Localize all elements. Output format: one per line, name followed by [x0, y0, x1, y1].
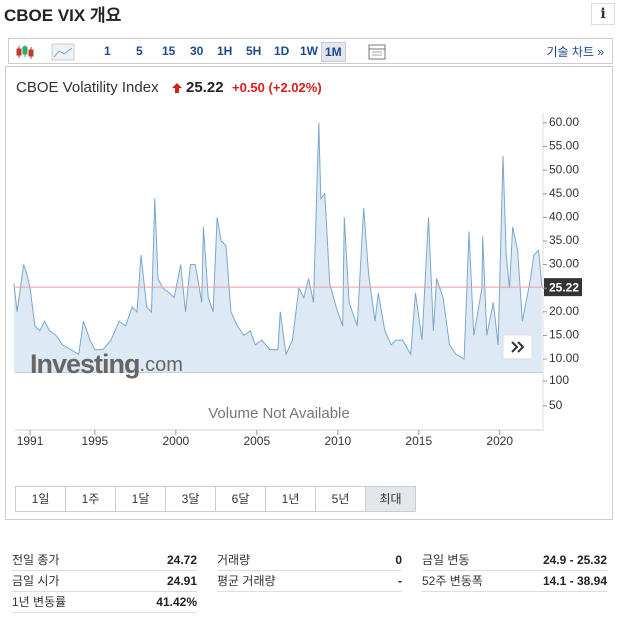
change: +0.50	[232, 80, 265, 95]
stat-value: 24.9 - 25.32	[542, 553, 607, 567]
interval-button[interactable]: 1H	[217, 44, 233, 58]
interval-button[interactable]: 5	[136, 44, 143, 58]
stat-label: 금일 시가	[12, 574, 60, 588]
interval-button[interactable]: 15	[162, 44, 176, 58]
range-button[interactable]: 1년	[265, 486, 316, 512]
change-pct: (+2.02%)	[268, 80, 322, 95]
page-title: CBOE VIX 개요	[4, 6, 122, 25]
up-arrow	[172, 83, 182, 93]
range-button[interactable]: 최대	[365, 486, 416, 512]
range-button[interactable]: 6달	[215, 486, 266, 512]
range-buttons: 1일 1주 1달 3달 6달 1년 5년 최대	[15, 486, 416, 512]
info-button[interactable]: i	[591, 3, 615, 25]
settings-icon[interactable]	[367, 43, 387, 61]
stat-label: 전일 종가	[12, 553, 60, 567]
quote-price: 25.22	[186, 79, 224, 96]
range-button[interactable]: 1일	[15, 486, 66, 512]
chart-type-icons[interactable]	[15, 43, 85, 61]
stat-cell: 금일 시가 24.91	[12, 571, 197, 592]
quote-change: +0.50 (+2.02%)	[232, 80, 322, 95]
interval-button[interactable]: 1	[104, 44, 111, 58]
stat-value: -	[398, 574, 402, 588]
stat-label: 52주 변동폭	[422, 574, 483, 588]
stat-label: 평균 거래량	[217, 574, 276, 588]
range-button[interactable]: 5년	[315, 486, 366, 512]
interval-button[interactable]: 1M	[321, 42, 346, 62]
stat-value: 24.91	[166, 574, 197, 588]
range-button[interactable]: 1주	[65, 486, 116, 512]
stat-label: 금일 변동	[422, 553, 470, 567]
interval-button[interactable]: 30	[190, 44, 204, 58]
stat-label: 1년 변동률	[12, 595, 67, 609]
interval-button[interactable]: 1D	[274, 44, 290, 58]
stat-value: 24.72	[166, 553, 197, 567]
stat-cell: 거래량 0	[217, 550, 402, 571]
technical-chart-link[interactable]: 기술 차트 »	[546, 45, 604, 59]
stat-value: 14.1 - 38.94	[542, 574, 607, 588]
stat-value: 0	[395, 553, 402, 567]
stat-cell: 전일 종가 24.72	[12, 550, 197, 571]
interval-button[interactable]: 1W	[300, 44, 318, 58]
stat-cell: 52주 변동폭 14.1 - 38.94	[422, 571, 607, 592]
stat-value: 41.42%	[156, 595, 197, 609]
stat-cell: 평균 거래량 -	[217, 571, 402, 592]
toolbar: 1 5 15 30 1H 5H 1D 1W 1M 기술 차트 »	[8, 38, 613, 64]
stat-cell: 금일 변동 24.9 - 25.32	[422, 550, 607, 571]
range-button[interactable]: 1달	[115, 486, 166, 512]
stat-cell: 1년 변동률 41.42%	[12, 592, 197, 613]
chart-panel	[5, 66, 613, 520]
stat-label: 거래량	[217, 553, 251, 567]
interval-button[interactable]: 5H	[246, 44, 262, 58]
quote-name: CBOE Volatility Index	[16, 79, 159, 96]
range-button[interactable]: 3달	[165, 486, 216, 512]
